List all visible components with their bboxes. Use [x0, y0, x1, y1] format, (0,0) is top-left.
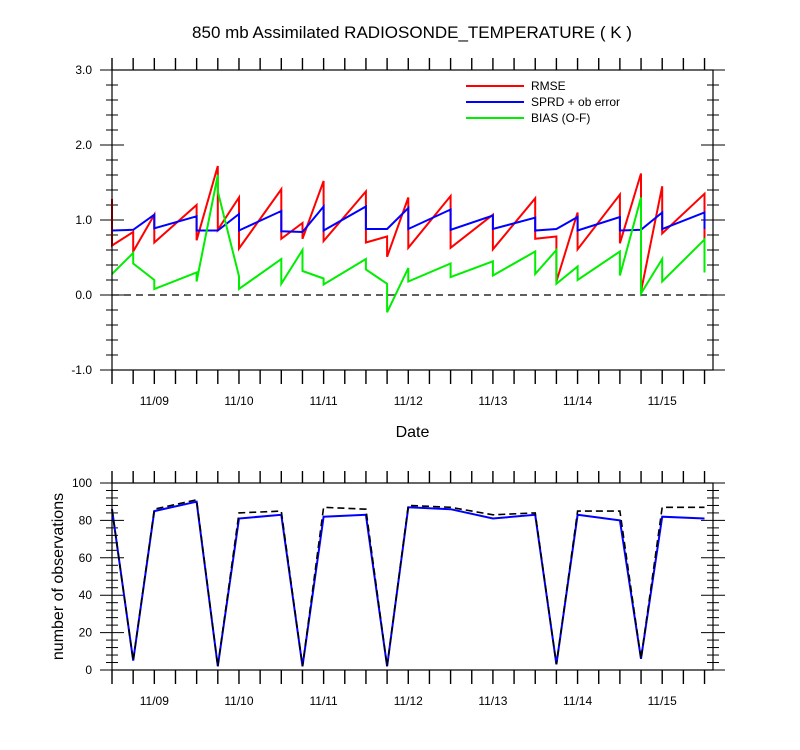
x-tick-label: 11/12 — [394, 694, 423, 708]
series-line-possible-observations — [111, 498, 705, 667]
y-tick-label: 0.0 — [75, 288, 92, 302]
y-tick-label: 2.0 — [75, 138, 92, 152]
legend-label-bias-o-f: BIAS (O-F) — [531, 111, 590, 125]
legend-label-rmse: RMSE — [531, 79, 566, 93]
y-tick-label: 20 — [79, 626, 93, 640]
bottom-x-tick-labels: 11/09 11/10 11/11 11/12 11/13 11/14 11/15 — [140, 694, 677, 708]
bottom-plot-frame — [111, 482, 714, 671]
top-series-lines — [111, 165, 706, 313]
top-y-tick-labels: -1.0 0.0 1.0 2.0 3.0 — [71, 63, 92, 377]
series-line-used-observations — [111, 500, 705, 667]
legend: RMSE SPRD + ob error BIAS (O-F) — [466, 79, 620, 125]
rmse-spread-bias-chart: -1.00.01.02.03.0 11/09 11/10 11/11 11/12 11/… — [71, 58, 725, 441]
legend-label-sprd-ob-error: SPRD + ob error — [531, 95, 620, 109]
x-tick-label: 11/10 — [224, 394, 253, 408]
x-tick-label: 11/12 — [394, 394, 423, 408]
y-tick-label: 80 — [79, 513, 93, 527]
x-tick-label: 11/09 — [140, 694, 169, 708]
y-tick-label: 100 — [72, 476, 92, 490]
x-tick-label: 11/13 — [478, 394, 507, 408]
y-tick-label: -1.0 — [71, 363, 92, 377]
chart-title: 850 mb Assimilated RADIOSONDE_TEMPERATUR… — [192, 23, 632, 42]
y-tick-label: 40 — [79, 588, 93, 602]
x-axis-label: Date — [396, 424, 430, 441]
x-tick-label: 11/15 — [648, 394, 677, 408]
x-tick-label: 11/13 — [478, 694, 507, 708]
x-tick-label: 11/10 — [224, 694, 253, 708]
top-axes — [100, 58, 725, 384]
x-tick-label: 11/11 — [309, 694, 338, 708]
y-tick-label: 3.0 — [75, 63, 92, 77]
y-axis-label: number of observations — [50, 493, 67, 660]
y-tick-label: 1.0 — [75, 213, 92, 227]
x-tick-label: 11/09 — [140, 394, 169, 408]
series-line-rmse — [111, 165, 706, 292]
bottom-series-lines — [111, 498, 705, 667]
bottom-y-tick-labels: 0 20 40 60 80 100 — [72, 476, 92, 677]
x-tick-label: 11/15 — [648, 694, 677, 708]
series-line-sprd-ob-error — [111, 203, 706, 234]
x-tick-label: 11/14 — [563, 694, 592, 708]
y-tick-label: 0 — [85, 663, 92, 677]
top-x-tick-labels: 11/09 11/10 11/11 11/12 11/13 11/14 11/15 — [140, 394, 677, 408]
series-line-bias-o-f — [111, 174, 706, 313]
top-plot-frame — [111, 69, 714, 371]
x-tick-label: 11/11 — [309, 394, 338, 408]
x-tick-label: 11/14 — [563, 394, 592, 408]
y-tick-label: 60 — [79, 551, 93, 565]
